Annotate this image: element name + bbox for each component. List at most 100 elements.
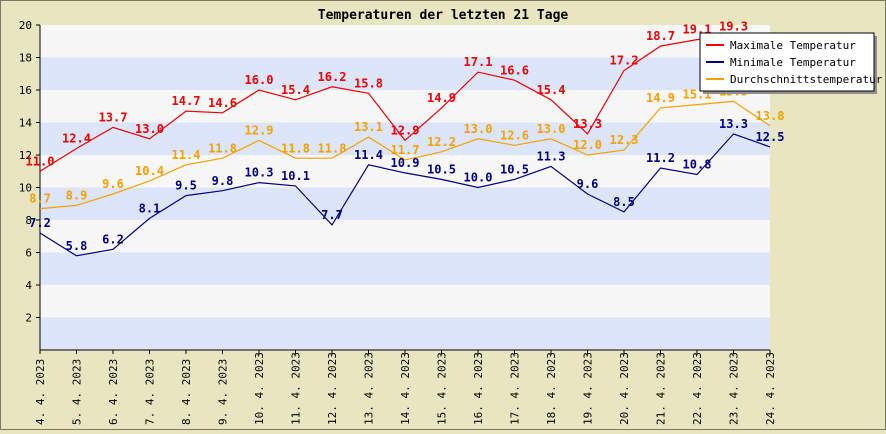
- y-tick-label: 4: [25, 279, 32, 292]
- data-label: 10.4: [135, 164, 164, 178]
- data-label: 10.1: [281, 169, 310, 183]
- data-label: 10.9: [391, 156, 420, 170]
- data-label: 15.8: [354, 76, 383, 90]
- data-label: 9.5: [175, 179, 197, 193]
- data-label: 17.2: [610, 54, 639, 68]
- x-tick-label: 7. 4. 2023: [144, 359, 157, 425]
- x-tick-label: 12. 4. 2023: [326, 352, 339, 425]
- data-label: 7.2: [29, 216, 51, 230]
- x-tick-label: 5. 4. 2023: [71, 359, 84, 425]
- data-label: 11.2: [646, 151, 675, 165]
- data-label: 13.3: [573, 117, 602, 131]
- x-tick-label: 20. 4. 2023: [618, 352, 631, 425]
- data-label: 16.0: [245, 73, 274, 87]
- data-label: 13.8: [756, 109, 785, 123]
- x-tick-label: 14. 4. 2023: [399, 352, 412, 425]
- data-label: 9.6: [102, 177, 124, 191]
- data-label: 12.5: [756, 130, 785, 144]
- plot-band: [40, 122, 770, 155]
- data-label: 16.6: [500, 63, 529, 77]
- y-tick-label: 16: [19, 84, 32, 97]
- y-tick-label: 20: [19, 19, 32, 32]
- data-label: 11.3: [537, 149, 566, 163]
- data-label: 12.2: [427, 135, 456, 149]
- x-tick-label: 10. 4. 2023: [253, 352, 266, 425]
- y-tick-label: 8: [25, 214, 32, 227]
- series-line-2: [39, 100, 771, 210]
- data-label: 5.8: [66, 239, 88, 253]
- x-tick-label: 9. 4. 2023: [217, 359, 230, 425]
- y-tick-label: 18: [19, 52, 32, 65]
- data-label: 10.3: [245, 166, 274, 180]
- x-tick-label: 16. 4. 2023: [472, 352, 485, 425]
- data-label: 11.8: [208, 141, 237, 155]
- data-label: 12.9: [245, 123, 274, 137]
- x-tick-label: 24. 4. 2023: [764, 352, 777, 425]
- data-label: 16.2: [318, 70, 347, 84]
- data-label: 10.5: [500, 162, 529, 176]
- data-label: 12.4: [62, 132, 91, 146]
- data-label: 19.3: [719, 19, 748, 33]
- data-label: 14.6: [208, 96, 237, 110]
- plot-band: [40, 25, 770, 58]
- x-tick-label: 19. 4. 2023: [582, 352, 595, 425]
- data-label: 11.0: [26, 154, 55, 168]
- legend: Maximale Temperatur Minimale Temperatur Du…: [699, 32, 883, 94]
- data-label: 12.3: [610, 133, 639, 147]
- data-label: 12.9: [391, 123, 420, 137]
- plot-axes: [36, 24, 771, 354]
- data-label: 11.8: [318, 141, 347, 155]
- x-tick-label: 13. 4. 2023: [363, 352, 376, 425]
- y-tick-label: 2: [25, 312, 32, 325]
- legend-label: Minimale Temperatur: [730, 56, 856, 69]
- y-tick-label: 6: [25, 247, 32, 260]
- data-label: 13.3: [719, 117, 748, 131]
- legend-label: Maximale Temperatur: [730, 39, 856, 52]
- data-label: 15.4: [281, 83, 310, 97]
- data-label: 13.0: [464, 122, 493, 136]
- y-tick-label: 10: [19, 182, 32, 195]
- data-label: 15.4: [537, 83, 566, 97]
- plot-band: [40, 90, 770, 123]
- data-label: 11.4: [354, 148, 383, 162]
- data-label: 13.7: [99, 110, 128, 124]
- data-label: 12.6: [500, 128, 529, 142]
- data-label: 8.5: [613, 195, 635, 209]
- data-label: 13.0: [135, 122, 164, 136]
- plot-band: [40, 285, 770, 318]
- data-label: 11.4: [172, 148, 201, 162]
- data-label: 8.9: [66, 188, 88, 202]
- y-tick-label: 14: [19, 117, 33, 130]
- data-labels: 11.0 12.4 13.7 13.0 14.7 14.6 16.0 15.4 16.2 15.8…: [26, 19, 785, 252]
- x-tick-label: 8. 4. 2023: [180, 359, 193, 425]
- series-line-0: [39, 35, 771, 172]
- x-tick-label: 6. 4. 2023: [107, 359, 120, 425]
- data-label: 6.2: [102, 232, 124, 246]
- data-label: 10.0: [464, 171, 493, 185]
- x-tick-label: 17. 4. 2023: [509, 352, 522, 425]
- x-tick-labels: 4. 4. 2023 5. 4. 2023 6. 4. 2023 7. 4. 2023…: [34, 352, 777, 425]
- y-tick-labels: 2 4 6 8 10 12 14 16 18 20: [19, 19, 33, 325]
- plot-band: [40, 220, 770, 253]
- data-label: 12.0: [573, 138, 602, 152]
- data-label: 13.1: [354, 120, 383, 134]
- data-label: 13.0: [537, 122, 566, 136]
- plot-band: [40, 187, 770, 220]
- y-tick-label: 12: [19, 149, 32, 162]
- plot-band: [40, 252, 770, 285]
- plot-band: [40, 317, 770, 350]
- data-label: 10.5: [427, 162, 456, 176]
- x-tick-label: 11. 4. 2023: [290, 352, 303, 425]
- data-label: 14.7: [172, 94, 201, 108]
- legend-label: Durchschnittstemperatur: [730, 73, 883, 86]
- data-label: 8.7: [29, 192, 51, 206]
- x-tick-label: 22. 4. 2023: [691, 352, 704, 425]
- data-label: 8.1: [139, 201, 161, 215]
- data-label: 18.7: [646, 29, 675, 43]
- plot-band: [40, 57, 770, 90]
- series-line-1: [39, 133, 771, 257]
- data-label: 14.9: [646, 91, 675, 105]
- x-tick-label: 15. 4. 2023: [436, 352, 449, 425]
